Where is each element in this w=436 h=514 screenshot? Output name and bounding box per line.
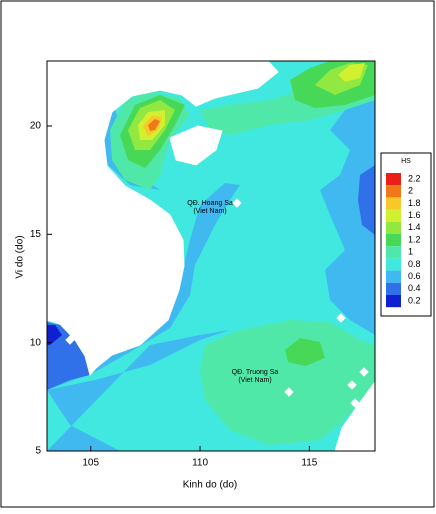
land <box>169 125 223 166</box>
y-tick-label: 5 <box>35 446 41 457</box>
legend-label: 0.4 <box>408 283 421 293</box>
legend-swatch <box>386 246 401 259</box>
contour-region <box>358 165 375 235</box>
contour-region <box>320 100 375 335</box>
legend-label: 2.2 <box>408 173 421 183</box>
legend-label: 1.8 <box>408 198 421 208</box>
annotation: QĐ. Truong Sa <box>232 369 279 376</box>
legend-swatch <box>386 185 401 198</box>
legend-swatch <box>386 209 401 222</box>
annotation: (Viet Nam) <box>193 208 226 215</box>
y-tick-label: 10 <box>30 337 42 348</box>
legend-label: 0.8 <box>408 259 421 269</box>
island <box>350 398 360 408</box>
island <box>359 367 369 377</box>
contour-region <box>47 322 90 390</box>
legend-title: HS <box>401 158 411 165</box>
y-axis-label: Vi do (do) <box>15 235 26 278</box>
island <box>65 335 75 345</box>
island <box>347 380 357 390</box>
x-axis-label: Kinh do (do) <box>183 480 237 491</box>
x-tick-label: 105 <box>82 458 99 469</box>
y-tick-label: 20 <box>30 121 42 132</box>
legend-swatch <box>386 234 401 247</box>
contour-region <box>47 330 230 451</box>
legend-label: 1 <box>408 247 413 257</box>
plot-frame <box>46 60 376 452</box>
legend-label: 1.6 <box>408 210 421 220</box>
legend-swatch <box>386 258 401 271</box>
contour-field <box>46 60 376 452</box>
x-tick-label: 110 <box>192 458 208 469</box>
x-tick-label: 115 <box>301 458 317 469</box>
legend-label: 1.4 <box>408 222 421 232</box>
contour-region <box>148 119 160 131</box>
island <box>336 313 346 323</box>
contour-region <box>47 325 62 345</box>
contour-region <box>338 63 365 82</box>
legend-label: 2 <box>408 186 413 196</box>
legend-swatch <box>386 270 401 283</box>
contour-region <box>200 320 375 445</box>
legend-swatch <box>386 282 401 295</box>
legend-swatch <box>386 197 401 210</box>
annotation: (Viet Nam) <box>238 377 271 384</box>
contour-region <box>47 183 240 390</box>
annotation: QĐ. Hoang Sa <box>187 200 233 207</box>
contour-region <box>285 338 325 366</box>
overlay: QĐ. Hoang Sa(Viet Nam)QĐ. Truong Sa(Viet… <box>30 60 376 469</box>
legend-swatch <box>386 295 401 308</box>
island <box>284 387 294 397</box>
legend-label: 1.2 <box>408 234 421 244</box>
legend-label: 0.6 <box>408 271 421 281</box>
land <box>46 60 279 377</box>
legend-label: 0.2 <box>408 295 421 305</box>
island <box>232 198 242 208</box>
legend-swatch <box>386 221 401 234</box>
legend-swatch <box>386 173 401 186</box>
y-tick-label: 15 <box>30 229 42 240</box>
